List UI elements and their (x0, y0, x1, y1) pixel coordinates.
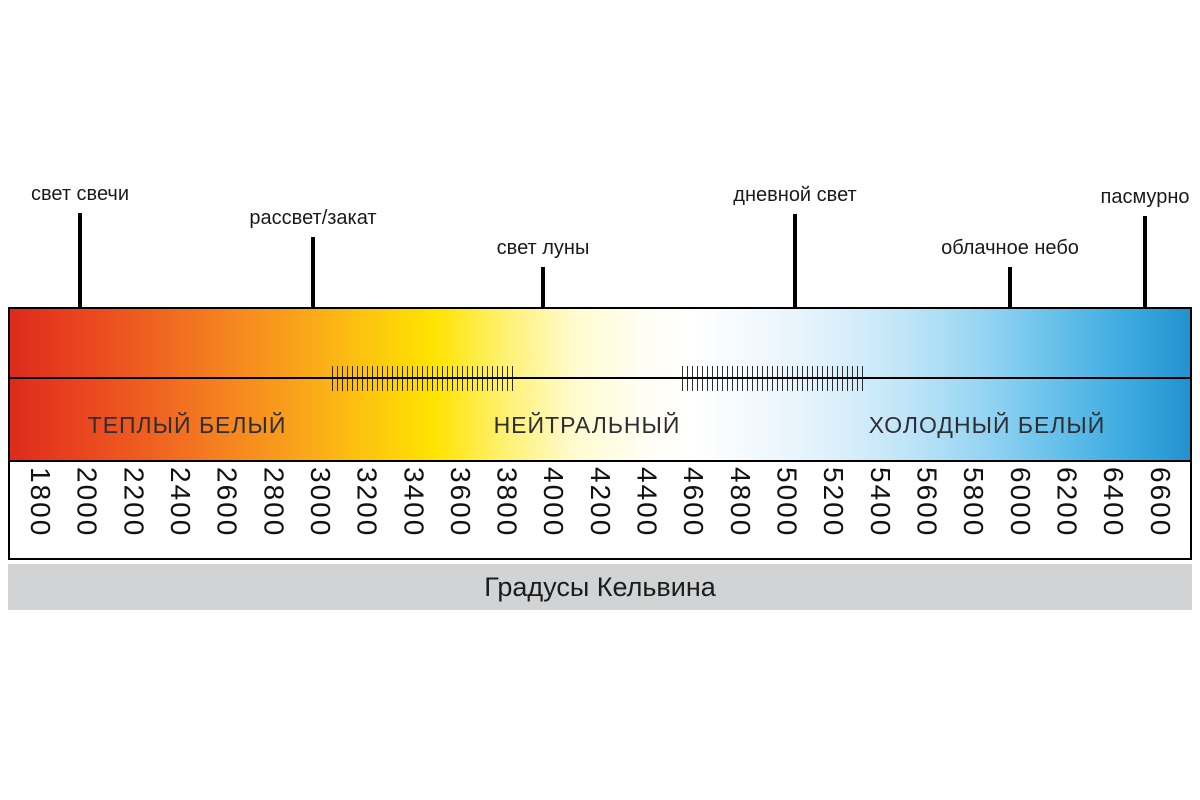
kelvin-tick: 3800 (491, 467, 523, 538)
transition-hatching-neutral-cold (682, 366, 864, 391)
kelvin-tick: 4400 (631, 467, 663, 538)
marker-callout-line (793, 214, 797, 338)
marker-callout-line (1008, 267, 1012, 338)
kelvin-tick: 2000 (71, 467, 103, 538)
gradient-divider-line (10, 377, 1190, 379)
kelvin-ticks: 1800 2000 2200 2400 2600 2800 3000 3200 3400 3600… (10, 460, 1190, 558)
marker-label: свет свечи (30, 183, 130, 205)
kelvin-tick: 4600 (678, 467, 710, 538)
transition-hatching-warm-neutral (332, 366, 517, 391)
marker-callout-line (78, 213, 82, 338)
zone-label: НЕЙТРАЛЬНЫЙ (493, 412, 681, 438)
marker-label: пасмурно (1100, 186, 1190, 208)
scale-block: ТЕПЛЫЙ БЕЛЫЙ НЕЙТРАЛЬНЫЙ ХОЛОДНЫЙ БЕЛЫЙ 18… (8, 307, 1192, 560)
kelvin-tick: 3000 (304, 467, 336, 538)
marker-label: дневной свет (733, 184, 857, 206)
kelvin-tick: 5800 (958, 467, 990, 538)
zone-label: ТЕПЛЫЙ БЕЛЫЙ (87, 412, 287, 438)
kelvin-gradient: ТЕПЛЫЙ БЕЛЫЙ НЕЙТРАЛЬНЫЙ ХОЛОДНЫЙ БЕЛЫЙ (10, 309, 1190, 460)
footer-title-bar: Градусы Кельвина (8, 564, 1192, 610)
kelvin-tick: 6400 (1098, 467, 1130, 538)
kelvin-tick: 4800 (724, 467, 756, 538)
marker-callout-line (1143, 216, 1147, 338)
kelvin-tick: 6000 (1004, 467, 1036, 538)
marker-label: свет луны (496, 237, 590, 259)
kelvin-tick: 5200 (818, 467, 850, 538)
kelvin-tick: 3600 (444, 467, 476, 538)
kelvin-tick: 2200 (118, 467, 150, 538)
marker-callout-line (311, 237, 315, 338)
kelvin-tick: 2600 (211, 467, 243, 538)
kelvin-tick: 1800 (25, 467, 56, 538)
kelvin-tick: 6600 (1144, 467, 1176, 538)
kelvin-tick: 5400 (864, 467, 896, 538)
kelvin-tick: 2400 (164, 467, 196, 538)
kelvin-tick: 3200 (351, 467, 383, 538)
footer-title: Градусы Кельвина (484, 571, 716, 602)
kelvin-tick: 6200 (1051, 467, 1083, 538)
kelvin-tick: 2800 (258, 467, 290, 538)
kelvin-tick: 4000 (538, 467, 570, 538)
marker-label: рассвет/закат (249, 207, 377, 229)
kelvin-tick: 5000 (771, 467, 803, 538)
marker-callout-line (541, 267, 545, 338)
zone-label: ХОЛОДНЫЙ БЕЛЫЙ (868, 412, 1106, 438)
kelvin-tick: 4200 (584, 467, 616, 538)
kelvin-tick: 5600 (911, 467, 943, 538)
kelvin-tick: 3400 (398, 467, 430, 538)
marker-label: облачное небо (941, 237, 1079, 259)
